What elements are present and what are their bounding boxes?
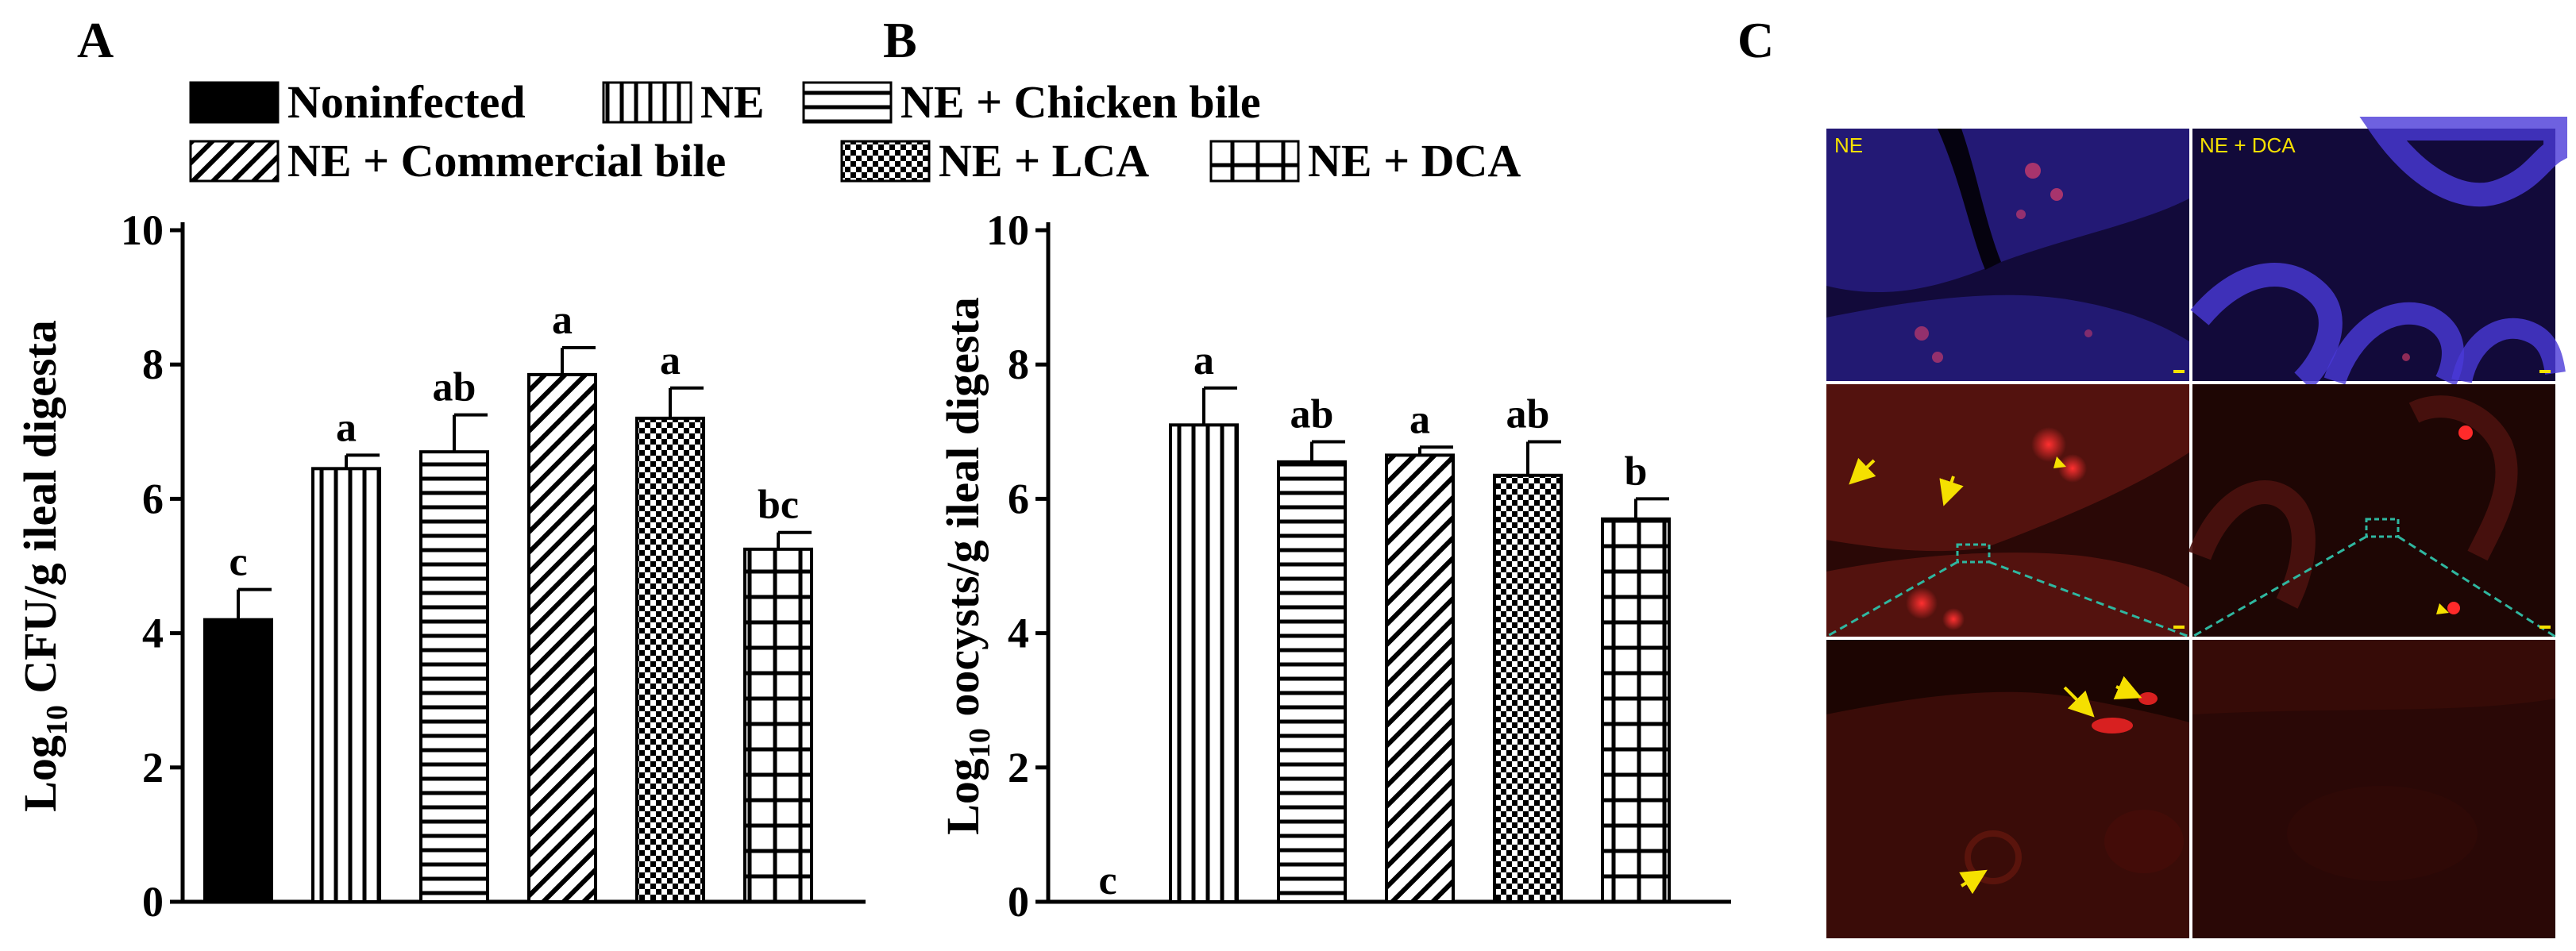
legend-item: NE + DCA (1209, 135, 1521, 187)
legend-swatch-grid (1209, 140, 1300, 183)
y-axis-label-rest: oocysts/g ileal digesta (937, 297, 989, 728)
bar (743, 547, 813, 903)
micrograph-label-ne: NE (1834, 133, 1863, 157)
significance-letter: a (1409, 397, 1430, 442)
y-tick-label: 4 (142, 610, 164, 657)
panel-letter-c: C (1737, 12, 1774, 68)
legend-label: Noninfected (287, 76, 526, 128)
bar-group: b (1601, 449, 1671, 904)
micrograph-dca-dapi: NE + DCA (2190, 117, 2567, 390)
micrograph-panel: NE NE + DCA (1823, 117, 2567, 941)
bar (1169, 423, 1239, 903)
bar (527, 372, 597, 903)
legend-item: Noninfected (189, 76, 526, 128)
y-tick-label: 4 (1008, 610, 1029, 657)
significance-letter: c (229, 540, 247, 585)
y-axis-label-main: Log (14, 735, 66, 812)
y-tick-label: 2 (1008, 744, 1029, 791)
bar-group: a (1169, 338, 1239, 903)
bar-group: ab (1277, 391, 1347, 903)
y-tick-label: 0 (142, 878, 164, 926)
bar-group: c (1098, 858, 1116, 903)
bar (419, 450, 489, 903)
legend-swatch-vlines (602, 81, 692, 124)
bar-group: a (311, 405, 381, 903)
micrograph-label-ne-dca: NE + DCA (2200, 133, 2296, 157)
micrograph-dca-red (2188, 384, 2556, 638)
significance-letter: ab (1290, 391, 1334, 437)
bar-group: ab (1493, 391, 1563, 903)
legend-swatch-hlines (802, 81, 893, 124)
significance-letter: a (336, 405, 357, 450)
bar (635, 416, 705, 903)
significance-letter: a (552, 298, 573, 343)
bar (1277, 460, 1347, 903)
bar-group: bc (743, 483, 813, 903)
legend-label: NE + Chicken bile (900, 76, 1261, 128)
bar-group: ab (419, 365, 489, 903)
y-axis-label: Log10 CFU/g ileal digesta (14, 320, 74, 812)
significance-letter: bc (758, 483, 799, 528)
legend-swatch-check (840, 140, 931, 183)
significance-letter: a (1194, 338, 1214, 383)
legend-swatch-diag (189, 140, 280, 183)
y-tick-label: 0 (1008, 878, 1029, 926)
legend-item: NE + LCA (840, 135, 1149, 187)
y-axis-label-main: Log (937, 758, 989, 835)
y-tick-label: 6 (142, 475, 164, 522)
bar-group: a (527, 298, 597, 903)
legend-label: NE + LCA (939, 135, 1149, 187)
bar (311, 467, 381, 903)
y-tick-label: 2 (142, 744, 164, 791)
legend-label: NE + Commercial bile (287, 135, 726, 187)
y-tick-label: 10 (121, 206, 164, 254)
micrograph-ne-dapi: NE (1826, 129, 2189, 381)
panel-letter-b: B (883, 12, 917, 68)
significance-letter: a (660, 338, 681, 383)
bar (1601, 517, 1671, 904)
legend-label: NE (700, 76, 765, 128)
significance-letter: b (1625, 449, 1648, 494)
micrograph-ne-red (1826, 384, 2190, 638)
legend: Noninfected NE NE + Chicken bile NE + Comme… (189, 76, 1521, 187)
significance-letter: ab (433, 365, 476, 410)
significance-letter: c (1098, 858, 1116, 903)
bar-group: a (635, 338, 705, 903)
y-axis-label-subscript: 10 (40, 705, 74, 735)
y-axis-label-subscript: 10 (963, 728, 997, 758)
y-tick-label: 8 (142, 341, 164, 388)
y-tick-label: 8 (1008, 341, 1029, 388)
bar (1385, 453, 1455, 903)
micrograph-dca-zoom (2192, 640, 2555, 938)
bar-group: a (1385, 397, 1455, 903)
legend-item: NE + Commercial bile (189, 135, 726, 187)
legend-item: NE (602, 76, 765, 128)
y-tick-label: 10 (986, 206, 1029, 254)
bar-group: c (203, 540, 273, 903)
y-tick-label: 6 (1008, 475, 1029, 522)
legend-item: NE + Chicken bile (802, 76, 1261, 128)
y-axis-label-rest: CFU/g ileal digesta (14, 320, 66, 705)
panel-letter-a: A (77, 12, 114, 68)
y-axis-label: Log10 oocysts/g ileal digesta (937, 297, 997, 835)
significance-letter: ab (1506, 391, 1550, 437)
bar (1493, 473, 1563, 903)
bar (203, 618, 273, 903)
legend-label: NE + DCA (1308, 135, 1521, 187)
legend-swatch-solid (189, 81, 280, 124)
micrograph-ne-zoom (1826, 640, 2189, 938)
